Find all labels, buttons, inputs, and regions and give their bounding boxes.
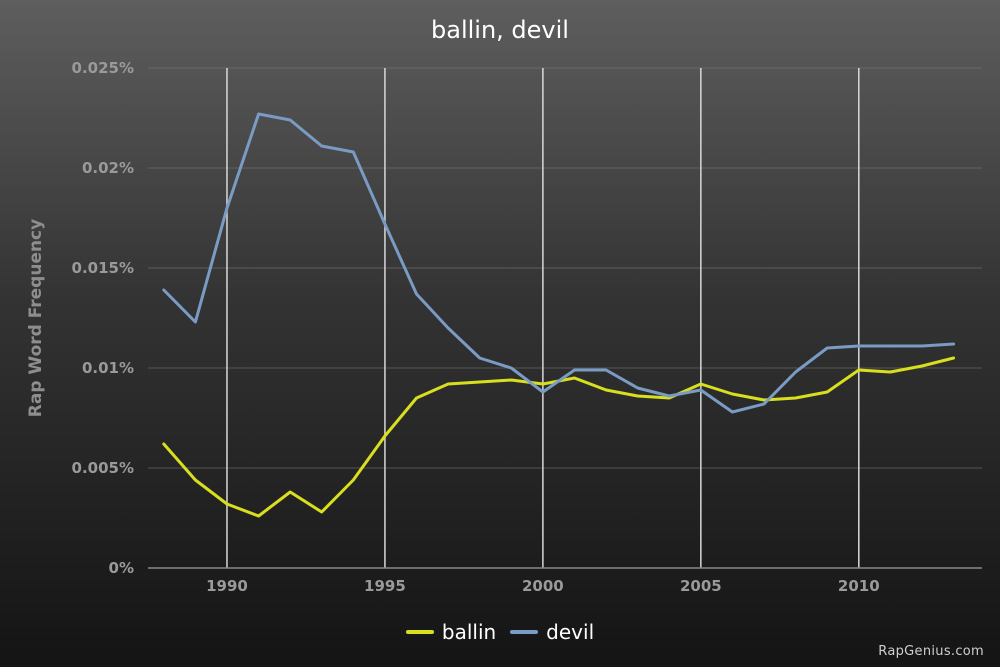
y-tick-label: 0.005% [72, 459, 134, 477]
x-tick-label: 2000 [522, 577, 564, 595]
legend-swatch-devil [510, 630, 539, 634]
y-tick-label: 0.015% [72, 259, 134, 277]
legend-item-devil[interactable]: devil [510, 620, 594, 644]
legend-label-devil: devil [546, 620, 595, 644]
legend: ballin devil [0, 620, 1000, 644]
x-tick-label: 1990 [206, 577, 248, 595]
legend-swatch-ballin [405, 630, 434, 634]
x-tick-label: 2010 [838, 577, 880, 595]
chart-title: ballin, devil [431, 16, 569, 44]
watermark: RapGenius.com [878, 644, 984, 659]
series-lines [162, 112, 956, 518]
tick-labels: 0% 0.005% 0.01% 0.015% 0.02% 0.025% 1990 1995 20… [72, 59, 880, 595]
legend-label-ballin: ballin [441, 620, 497, 644]
x-tick-label: 1995 [364, 577, 406, 595]
y-axis-label: Rap Word Frequency [26, 218, 46, 418]
legend-item-ballin[interactable]: ballin [405, 620, 497, 644]
grid-lines [148, 67, 982, 568]
series-line-devil [162, 112, 956, 414]
y-tick-label: 0.02% [82, 159, 134, 177]
y-tick-label: 0.01% [82, 359, 134, 377]
y-tick-label: 0% [109, 559, 134, 577]
x-tick-label: 2005 [680, 577, 722, 595]
y-tick-label: 0.025% [72, 59, 134, 77]
